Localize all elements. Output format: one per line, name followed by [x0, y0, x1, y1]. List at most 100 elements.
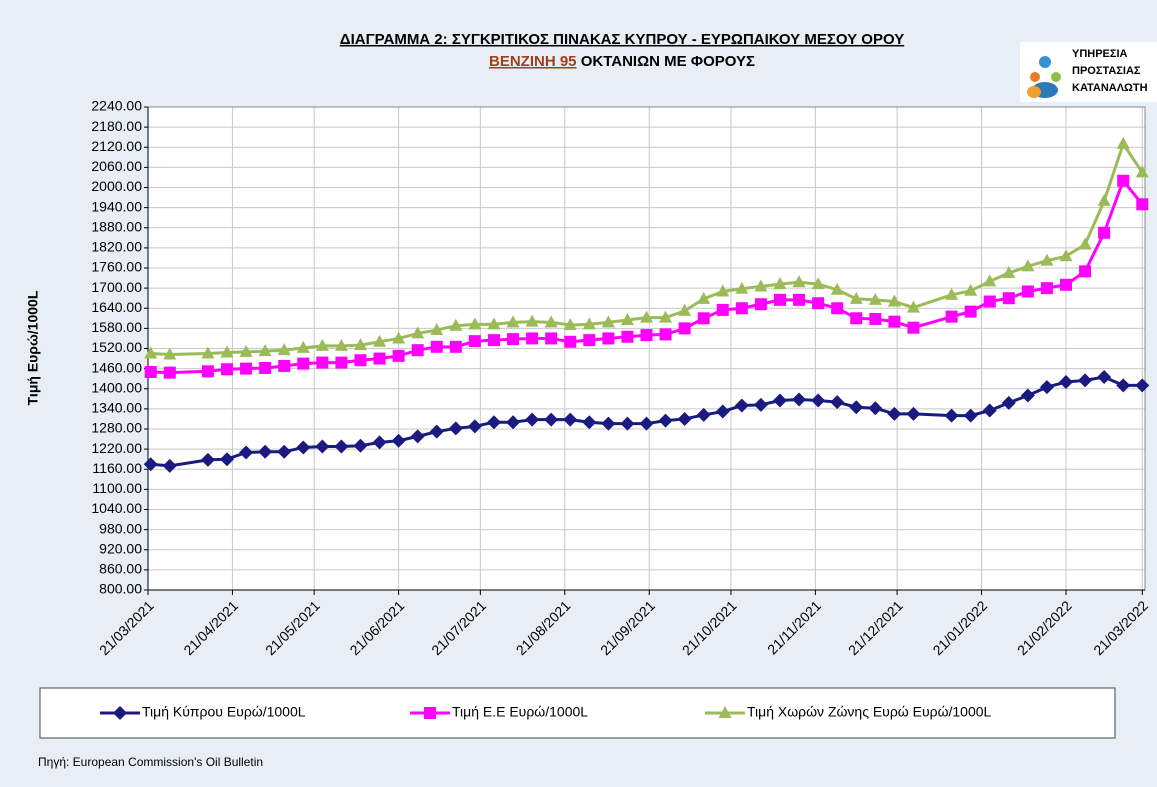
- marker: [258, 444, 273, 459]
- y-tick-label: 1280.00: [91, 420, 142, 436]
- marker: [277, 444, 292, 459]
- marker: [678, 322, 691, 335]
- y-tick-label: 1700.00: [91, 279, 142, 295]
- y-tick-label: 1160.00: [92, 460, 142, 476]
- marker: [200, 452, 215, 467]
- marker: [219, 452, 234, 467]
- marker: [1039, 380, 1054, 395]
- marker: [1002, 266, 1016, 279]
- y-tick-label: 1400.00: [91, 379, 142, 395]
- marker: [964, 283, 978, 296]
- marker: [373, 352, 386, 365]
- legend: [39, 687, 1116, 739]
- marker: [831, 302, 844, 315]
- marker: [887, 406, 902, 421]
- marker: [582, 415, 597, 430]
- marker: [259, 361, 272, 374]
- y-tick-label: 2120.00: [91, 138, 142, 154]
- marker: [582, 317, 596, 330]
- logo-shape: [1039, 56, 1051, 68]
- chart-title: ΔΙΑΓΡΑΜΜΑ 2: ΣΥΓΚΡΙΤΙΚΟΣ ΠΙΝΑΚΑΣ ΚΥΠΡΟΥ …: [340, 31, 904, 48]
- marker: [297, 357, 310, 370]
- legend-label: Τιμή Κύπρου Ευρώ/1000L: [142, 704, 306, 720]
- marker: [1135, 378, 1150, 393]
- marker: [392, 331, 406, 344]
- marker: [392, 349, 405, 362]
- y-tick-label: 1220.00: [91, 440, 142, 456]
- marker: [868, 292, 882, 305]
- marker: [754, 279, 768, 292]
- marker: [850, 312, 863, 325]
- marker: [113, 706, 127, 720]
- y-tick-label: 2060.00: [91, 158, 142, 174]
- marker: [353, 438, 368, 453]
- marker: [563, 318, 577, 331]
- marker: [486, 415, 501, 430]
- marker: [468, 335, 481, 348]
- marker: [640, 329, 653, 342]
- marker: [696, 407, 711, 422]
- y-tick-label: 1040.00: [91, 500, 142, 516]
- y-tick-label: 1820.00: [91, 239, 142, 255]
- marker: [373, 334, 387, 347]
- logo-text: ΚΑΤΑΝΑΛΩΤΗ: [1072, 82, 1148, 94]
- marker: [678, 303, 692, 316]
- legend-label: Τιμή Ε.Ε Ευρώ/1000L: [452, 704, 588, 720]
- marker: [963, 408, 978, 423]
- marker: [411, 344, 424, 357]
- marker: [830, 395, 845, 410]
- marker: [811, 277, 825, 290]
- marker: [144, 346, 158, 359]
- marker: [487, 334, 500, 347]
- marker: [983, 295, 996, 308]
- marker: [1116, 136, 1130, 149]
- marker: [372, 435, 387, 450]
- marker: [163, 366, 176, 379]
- marker: [677, 411, 692, 426]
- marker: [753, 397, 768, 412]
- marker: [391, 433, 406, 448]
- marker: [278, 359, 291, 372]
- marker: [773, 293, 786, 306]
- marker: [544, 315, 558, 328]
- y-tick-label: 2240.00: [91, 98, 142, 114]
- marker: [526, 332, 539, 345]
- marker: [163, 347, 177, 360]
- marker: [1060, 278, 1073, 291]
- marker: [601, 315, 615, 328]
- marker: [429, 424, 444, 439]
- marker: [162, 458, 177, 473]
- marker: [1079, 265, 1092, 278]
- marker: [239, 445, 254, 460]
- marker: [544, 412, 559, 427]
- y-tick-label: 860.00: [99, 561, 142, 577]
- marker: [353, 338, 367, 351]
- y-axis-label: Τιμή Ευρώ/1000L: [25, 290, 41, 405]
- logo-text: ΠΡΟΣΤΑΣΙΑΣ: [1072, 65, 1141, 77]
- marker: [982, 403, 997, 418]
- marker: [1059, 375, 1074, 390]
- logo-shape: [1027, 86, 1041, 98]
- marker: [716, 303, 729, 316]
- marker: [296, 440, 311, 455]
- marker: [424, 707, 436, 719]
- marker: [716, 284, 730, 297]
- marker: [734, 398, 749, 413]
- y-tick-label: 920.00: [99, 540, 142, 556]
- marker: [602, 332, 615, 345]
- legend-item: Τιμή Ε.Ε Ευρώ/1000L: [410, 704, 588, 720]
- marker: [1021, 259, 1035, 272]
- marker: [830, 282, 844, 295]
- marker: [1136, 198, 1149, 211]
- marker: [1001, 395, 1016, 410]
- marker: [945, 287, 959, 300]
- marker: [354, 354, 367, 367]
- marker: [239, 344, 253, 357]
- marker: [1040, 282, 1053, 295]
- marker: [201, 365, 214, 378]
- marker: [315, 439, 330, 454]
- marker: [945, 310, 958, 323]
- legend-label: Τιμή Χωρών Ζώνης Ευρώ Ευρώ/1000L: [747, 704, 992, 720]
- logo-shape: [1051, 72, 1061, 82]
- marker: [430, 323, 444, 336]
